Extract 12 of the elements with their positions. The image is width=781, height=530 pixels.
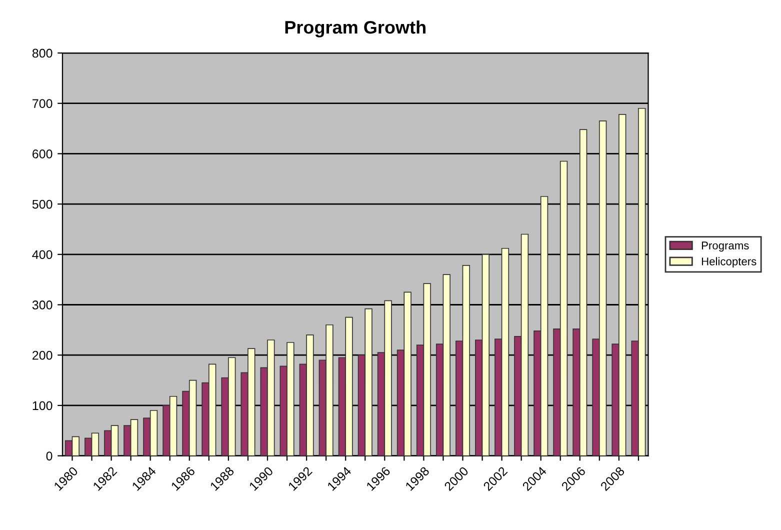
- y-tick-label: 100: [32, 401, 52, 410]
- chart-title: Program Growth: [285, 20, 426, 38]
- y-tick-label: 200: [32, 350, 52, 360]
- y-tick-label: 500: [32, 200, 52, 209]
- legend-label: Programs: [702, 242, 749, 252]
- legend-label: Helicopters: [702, 257, 756, 268]
- y-tick-label: 0: [46, 452, 52, 460]
- y-tick-label: 700: [32, 99, 52, 108]
- y-tick-label: 600: [32, 150, 52, 158]
- y-tick-label: 800: [32, 48, 52, 58]
- y-tick-label: 400: [32, 250, 52, 260]
- y-tick-label: 300: [32, 300, 52, 310]
